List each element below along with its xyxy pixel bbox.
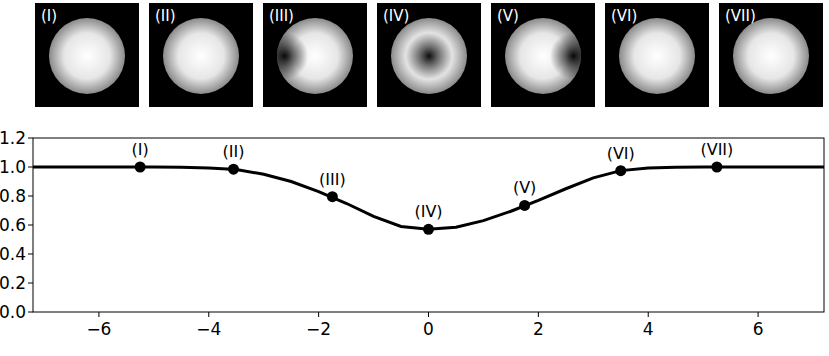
star-panel: (II): [116, 3, 253, 107]
point: [519, 200, 530, 211]
star-panel: (V): [491, 3, 597, 107]
x-tick-label: −2: [306, 319, 331, 339]
x-tick: [758, 312, 759, 317]
y-tick-label: 1.2: [0, 128, 26, 148]
shadow: [0, 32, 19, 79]
shadow-group: [550, 32, 597, 79]
y-tick: [28, 196, 33, 197]
panel-label: (V): [497, 7, 519, 25]
x-tick-label: 2: [533, 319, 544, 339]
star-disk: [163, 18, 239, 94]
star-disk: [391, 18, 467, 94]
figure: (I) (II) (III) (IV) (V) (VI) (VII) −6 −4 −2 0 2 4 6 0.…: [0, 0, 829, 356]
shadow: [261, 32, 308, 79]
y-tick: [28, 225, 33, 226]
point-label: (III): [319, 170, 346, 189]
panel-background: [719, 3, 823, 107]
point-label: (V): [513, 178, 536, 197]
point-label: (VI): [607, 144, 635, 163]
x-tick-label: −4: [196, 319, 221, 339]
panel-label: (IV): [383, 7, 409, 25]
panel-background: [377, 3, 481, 107]
panel-label: (VII): [725, 7, 756, 25]
panel-background: [35, 3, 139, 107]
point: [711, 162, 722, 173]
point: [135, 162, 146, 173]
plot-frame: [33, 138, 824, 312]
x-tick: [318, 312, 319, 317]
x-tick: [208, 312, 209, 317]
point-label: (I): [132, 140, 149, 159]
panel-background: [605, 3, 709, 107]
x-tick: [648, 312, 649, 317]
light-curve: [33, 167, 824, 229]
x-tick-label: 0: [423, 319, 434, 339]
star-disk: [49, 18, 125, 94]
point: [228, 164, 239, 175]
shadow: [405, 32, 452, 79]
point-label: (II): [223, 142, 245, 161]
x-tick: [538, 312, 539, 317]
point-labels: (I) (II) (III) (IV) (V) (VI) (VII): [132, 140, 734, 221]
star-disk: [733, 18, 809, 94]
point-label: (IV): [414, 202, 442, 221]
y-tick-label: 0.6: [0, 215, 26, 235]
y-tick: [28, 283, 33, 284]
point: [327, 191, 338, 202]
x-tick-label: 6: [753, 319, 764, 339]
y-tick-label: 0.4: [0, 244, 26, 264]
star-panel: (VII): [719, 3, 829, 107]
point-label: (VII): [700, 140, 733, 159]
x-tick-label: −6: [86, 319, 111, 339]
panel-label: (I): [41, 7, 57, 25]
x-tick: [428, 312, 429, 317]
star-panel: (III): [261, 3, 367, 107]
shadow-group: [0, 32, 19, 79]
star-panel: (I): [0, 3, 139, 107]
y-tick: [28, 167, 33, 168]
y-tick-label: 0.8: [0, 186, 26, 206]
y-tick-label: 1.0: [0, 157, 26, 177]
panel-label: (III): [269, 7, 294, 25]
x-tick: [98, 312, 99, 317]
axes: −6 −4 −2 0 2 4 6 0.0 0.2 0.4 0.6 0.8 1.0 1.2: [0, 128, 824, 339]
point: [423, 224, 434, 235]
y-tick: [28, 312, 33, 313]
panel-background: [149, 3, 253, 107]
y-tick: [28, 138, 33, 139]
panel-label: (VI): [611, 7, 637, 25]
shadow-group: [405, 32, 452, 79]
point: [615, 165, 626, 176]
shadow: [550, 32, 597, 79]
plot-data: [33, 162, 824, 235]
x-tick-label: 4: [643, 319, 654, 339]
star-panel: (IV): [377, 3, 481, 107]
shadow-group: [116, 32, 163, 79]
shadow-group: [261, 32, 308, 79]
y-tick-label: 0.2: [0, 273, 26, 293]
y-tick-label: 0.0: [0, 302, 26, 322]
star-disk: [619, 18, 695, 94]
panel-label: (II): [155, 7, 176, 25]
shadow: [116, 32, 163, 79]
y-tick: [28, 254, 33, 255]
